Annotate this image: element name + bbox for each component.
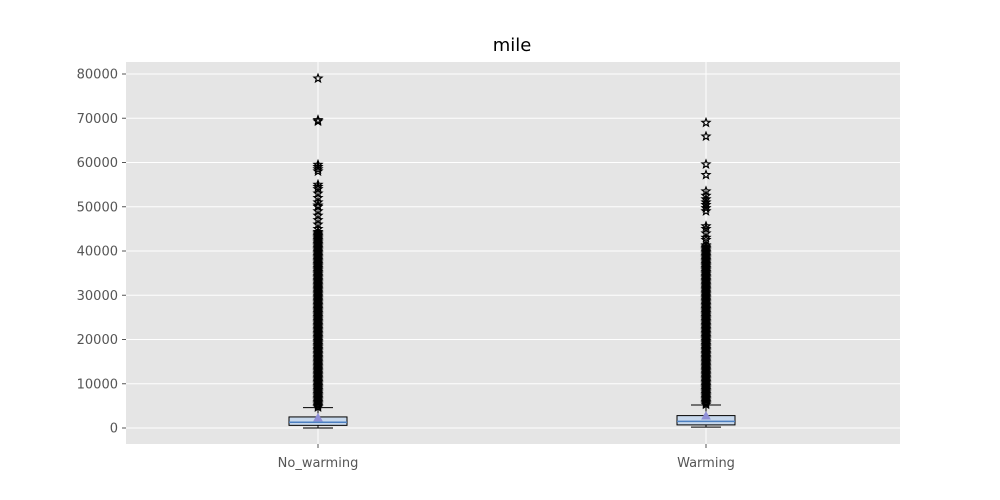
outlier-point (700, 220, 712, 231)
y-tick-label: 70000 (77, 112, 118, 127)
outlier-point (312, 187, 324, 199)
y-tick-label: 0 (110, 422, 118, 437)
outlier-point (700, 231, 712, 243)
outlier-point (700, 189, 712, 201)
outlier-point (312, 163, 324, 174)
outlier-point (312, 199, 324, 211)
outlier-point (700, 158, 712, 170)
plot-area (126, 62, 900, 444)
outlier-point (312, 114, 324, 125)
outlier-point (312, 178, 324, 190)
y-axis-ticks: 0 10000 20000 30000 40000 50000 60000 70000 8000… (77, 68, 126, 437)
outlier-point (312, 218, 324, 230)
outlier-point (700, 205, 712, 216)
y-tick-label: 30000 (77, 289, 118, 304)
x-tick-label: No_warming (278, 456, 359, 471)
y-tick-label: 60000 (77, 156, 118, 171)
outlier-point (312, 158, 324, 170)
outlier-point (312, 161, 324, 172)
boxes-layer (288, 72, 736, 429)
outlier-point (312, 180, 324, 192)
x-axis-ticks: No_warming Warming (278, 444, 735, 471)
x-tick-label: Warming (677, 456, 735, 471)
outlier-point (312, 165, 324, 177)
y-tick-label: 80000 (77, 68, 118, 83)
outlier-point (700, 116, 712, 128)
outlier-point (700, 130, 712, 142)
outlier-point (700, 234, 712, 245)
outlier-point (312, 214, 324, 225)
chart-title: mile (493, 35, 532, 56)
y-tick-label: 50000 (77, 200, 118, 215)
outlier-point (312, 183, 324, 194)
y-tick-label: 10000 (77, 377, 118, 392)
outlier-point (700, 185, 712, 197)
y-tick-label: 20000 (77, 333, 118, 348)
mean-marker (701, 411, 711, 420)
outlier-point (312, 196, 324, 208)
horizontal-gridlines (126, 73, 900, 429)
outlier-point (700, 223, 712, 234)
box-no-warming (288, 72, 348, 429)
outlier-point (312, 226, 324, 237)
outlier-point (312, 223, 324, 234)
outlier-point (700, 169, 712, 180)
outlier-point (700, 227, 712, 239)
box-warming (676, 116, 736, 428)
outlier-point (312, 72, 324, 84)
mean-marker (313, 412, 323, 422)
outlier-point (312, 209, 324, 221)
outlier-point (700, 193, 712, 204)
y-tick-label: 40000 (77, 245, 118, 260)
outlier-point (700, 196, 712, 208)
outlier-point (312, 192, 324, 203)
